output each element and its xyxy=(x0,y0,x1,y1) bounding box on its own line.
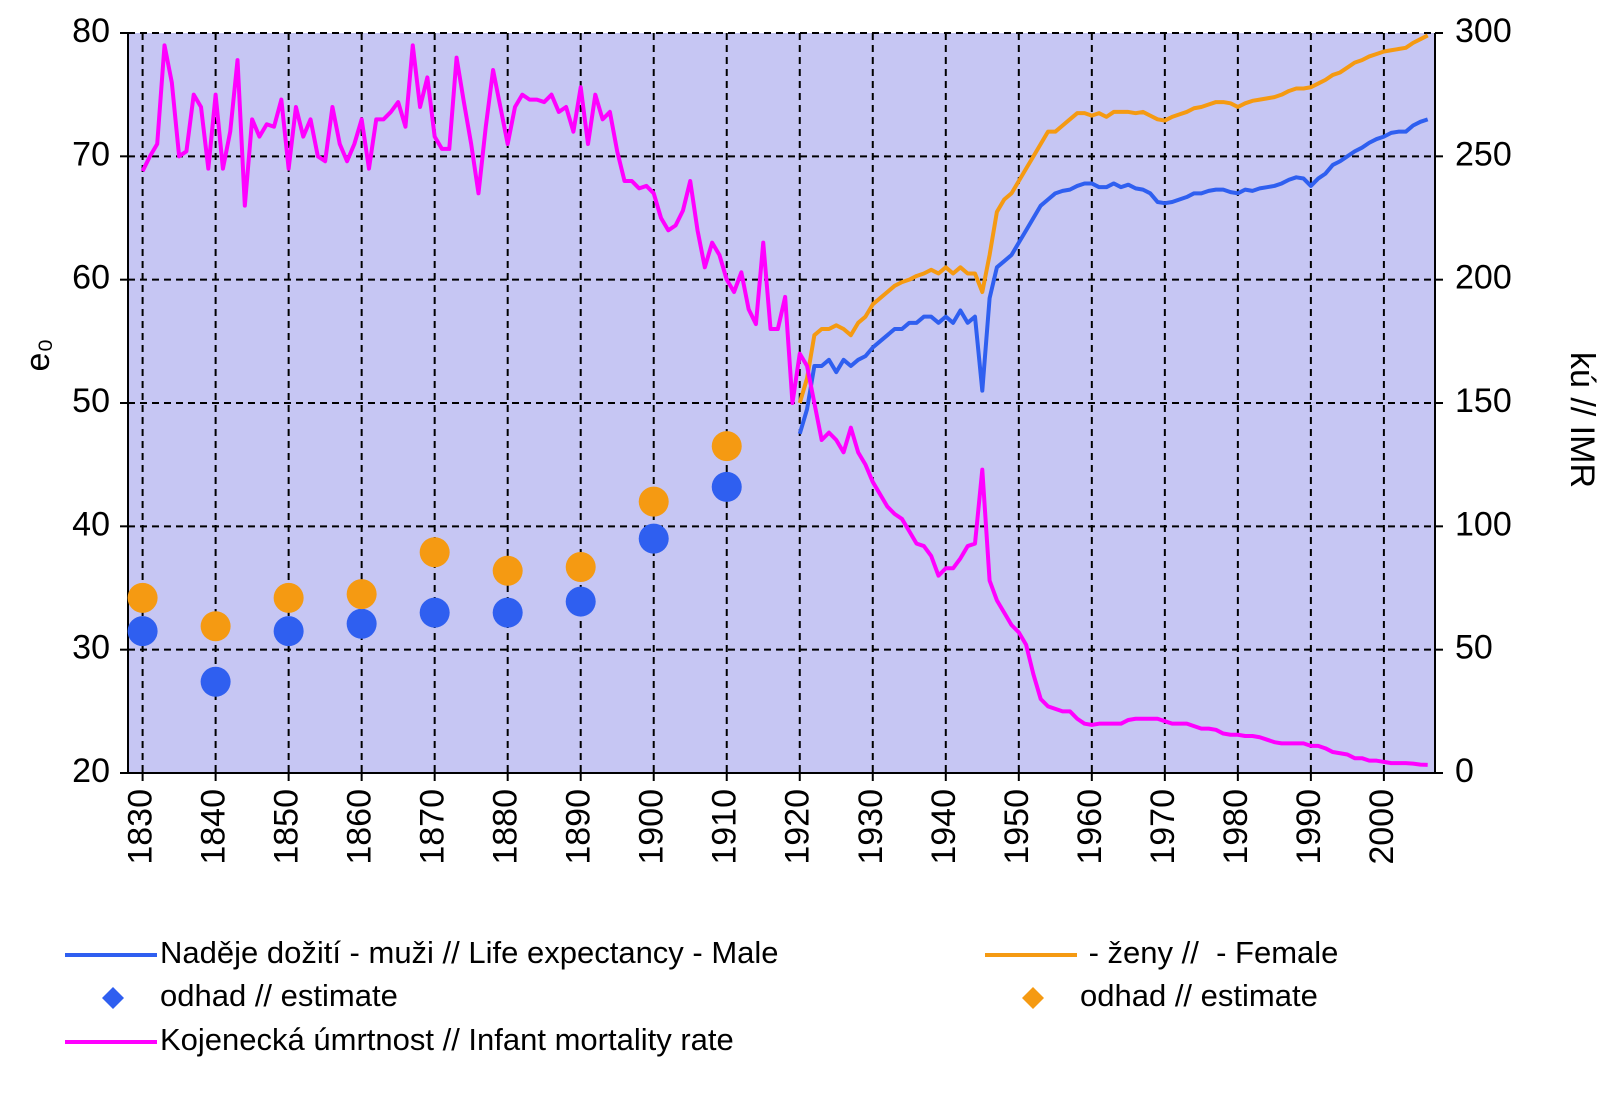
legend-label: Naděje dožití - muži // Life expectancy … xyxy=(160,935,779,970)
x-tick-label: 1950 xyxy=(998,789,1036,865)
y2-tick-label: 0 xyxy=(1455,752,1474,790)
x-tick-label: 1860 xyxy=(341,789,379,865)
estimate-point xyxy=(346,608,377,639)
x-tick-label: 1940 xyxy=(925,789,963,865)
y2-tick-label: 200 xyxy=(1455,259,1512,297)
x-tick-label: 1960 xyxy=(1071,789,1109,865)
estimate-point xyxy=(273,616,304,647)
legend-label: odhad // estimate xyxy=(1080,978,1318,1013)
estimate-point xyxy=(419,537,450,568)
y-tick-label: 20 xyxy=(72,752,110,790)
y2-tick-label: 300 xyxy=(1455,12,1512,50)
y2-tick-label: 100 xyxy=(1455,505,1512,543)
legend-label: Kojenecká úmrtnost // Infant mortality r… xyxy=(160,1022,734,1057)
y2-tick-label: 250 xyxy=(1455,135,1512,173)
y-tick-label: 30 xyxy=(72,629,110,667)
estimate-point xyxy=(200,611,231,642)
legend-marker xyxy=(102,987,124,1009)
legend-marker xyxy=(1022,987,1044,1009)
y-tick-label: 70 xyxy=(72,135,110,173)
estimate-point xyxy=(565,586,596,617)
x-tick-label: 1850 xyxy=(268,789,306,865)
estimate-point xyxy=(638,486,669,517)
x-tick-label: 1840 xyxy=(195,789,233,865)
estimate-point xyxy=(492,555,523,586)
series-line xyxy=(797,33,1429,404)
x-tick-label: 1910 xyxy=(706,789,744,865)
y-tick-label: 50 xyxy=(72,382,110,420)
y-tick-label: 60 xyxy=(72,259,110,297)
series-line xyxy=(797,117,1429,435)
estimate-point xyxy=(492,597,523,628)
y-tick-label: 80 xyxy=(72,12,110,50)
estimate-point xyxy=(419,597,450,628)
x-tick-label: 1870 xyxy=(414,789,452,865)
x-tick-label: 1900 xyxy=(633,789,671,865)
x-tick-label: 1920 xyxy=(779,789,817,865)
estimate-point xyxy=(200,666,231,697)
estimate-point xyxy=(127,616,158,647)
y-axis-label: e₀ xyxy=(19,338,57,371)
estimate-point xyxy=(711,471,742,502)
series-line xyxy=(140,43,1428,767)
x-tick-label: 1890 xyxy=(560,789,598,865)
y-tick-label: 40 xyxy=(72,505,110,543)
estimate-point xyxy=(127,582,158,613)
estimate-point xyxy=(711,431,742,462)
x-tick-label: 1990 xyxy=(1290,789,1328,865)
y2-axis-label: kú // IMR xyxy=(1563,352,1601,488)
legend-label: - ženy // - Female xyxy=(1080,935,1338,970)
estimate-point xyxy=(638,523,669,554)
x-tick-label: 1970 xyxy=(1144,789,1182,865)
estimate-point xyxy=(273,582,304,613)
x-tick-label: 1830 xyxy=(122,789,160,865)
x-tick-label: 1880 xyxy=(487,789,525,865)
y2-tick-label: 150 xyxy=(1455,382,1512,420)
x-tick-label: 1930 xyxy=(852,789,890,865)
legend-label: odhad // estimate xyxy=(160,978,398,1013)
y2-tick-label: 50 xyxy=(1455,629,1493,667)
estimate-point xyxy=(346,579,377,610)
x-tick-label: 1980 xyxy=(1217,789,1255,865)
x-tick-label: 2000 xyxy=(1363,789,1401,865)
estimate-point xyxy=(565,552,596,583)
